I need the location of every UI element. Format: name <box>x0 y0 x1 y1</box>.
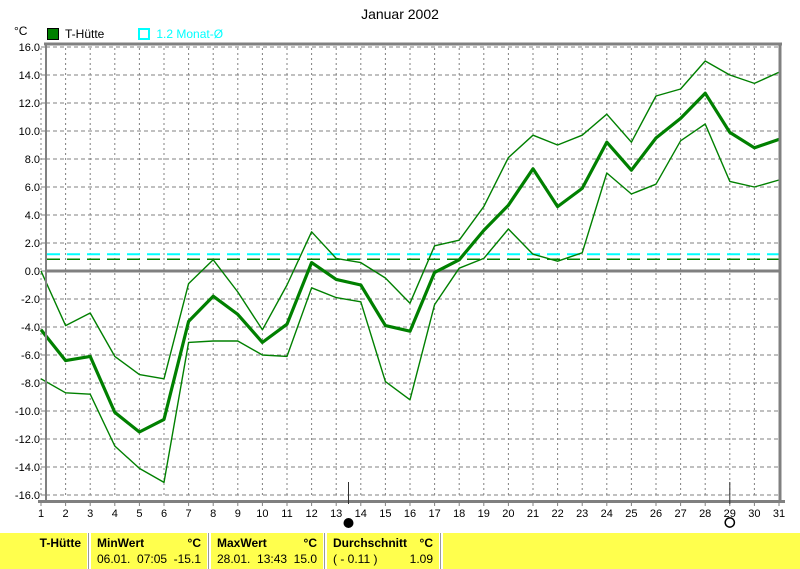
x-tick-label: 5 <box>136 508 142 520</box>
x-tick-label: 14 <box>355 508 367 520</box>
y-tick-label: -4.0 <box>21 322 40 334</box>
maxwert-timestamp: 28.01. 13:43 <box>217 552 288 566</box>
green-filled-square-icon <box>47 28 59 40</box>
full-moon-icon <box>724 517 736 528</box>
x-tick-label: 8 <box>210 508 216 520</box>
y-tick-label: 2.0 <box>25 238 40 250</box>
series-daily-mean <box>39 91 780 434</box>
x-tick-label: 9 <box>235 508 241 520</box>
x-tick-label: 13 <box>330 508 342 520</box>
y-tick-label: 6.0 <box>25 182 40 194</box>
y-tick-label: -2.0 <box>21 294 40 306</box>
y-tick-label: -16.0 <box>15 490 40 502</box>
x-tick-label: 24 <box>601 508 613 520</box>
statusbar-separator <box>208 533 209 569</box>
y-tick-label: 10.0 <box>19 126 40 138</box>
statusbar-separator <box>324 533 325 569</box>
statusbar-cell-sensor: T-Hütte <box>0 533 87 569</box>
x-tick-label: 10 <box>256 508 268 520</box>
gridlines-horizontal: 16.0 14.0 12.0 10.0 8.0 6.0 4.0 2.0 0.0 -2.0 -4.0 -… <box>15 42 781 502</box>
x-tick-label: 22 <box>551 508 563 520</box>
statusbar-separator <box>88 533 89 569</box>
statusbar-cell-minwert: MinWert °C 06.01. 07:05 -15.1 <box>91 533 207 569</box>
x-tick-label: 30 <box>748 508 760 520</box>
statusbar-cell-maxwert: MaxWert °C 28.01. 13:43 15.0 <box>211 533 323 569</box>
plot-border <box>38 42 785 503</box>
minwert-unit: °C <box>187 536 201 550</box>
x-tick-label: 16 <box>404 508 416 520</box>
y-tick-label: 14.0 <box>19 70 40 82</box>
minwert-title: MinWert <box>97 536 145 550</box>
legend-item-monat-avg[interactable]: 1.2 Monat-Ø <box>138 27 223 41</box>
sensor-name: T-Hütte <box>39 536 81 550</box>
x-tick-label: 3 <box>87 508 93 520</box>
legend: T-Hütte 1.2 Monat-Ø <box>47 27 223 41</box>
series-daily-max <box>40 60 780 380</box>
maxwert-title: MaxWert <box>217 536 267 550</box>
x-tick-label: 21 <box>527 508 539 520</box>
statusbar-separator <box>440 533 441 569</box>
gridlines-vertical <box>40 48 780 498</box>
chart-title: Januar 2002 <box>361 6 439 22</box>
durchschnitt-title: Durchschnitt <box>333 536 408 550</box>
x-tick-label: 27 <box>674 508 686 520</box>
x-tick-label: 7 <box>186 508 192 520</box>
y-tick-label: 16.0 <box>19 42 40 54</box>
maxwert-unit: °C <box>303 536 317 550</box>
x-tick-label: 20 <box>502 508 514 520</box>
x-tick-label: 15 <box>379 508 391 520</box>
y-tick-label: 4.0 <box>25 210 40 222</box>
x-tick-label: 19 <box>478 508 490 520</box>
x-tick-label: 18 <box>453 508 465 520</box>
y-tick-label: -14.0 <box>15 462 40 474</box>
x-axis: 1 2 3 4 5 6 7 8 9 10 11 12 13 14 15 16 17 18 19 20 21 22 23 24 2… <box>38 500 785 520</box>
cyan-outline-square-icon <box>138 28 151 40</box>
y-tick-label: 8.0 <box>25 154 40 166</box>
x-tick-label: 6 <box>161 508 167 520</box>
temperature-chart[interactable]: 16.0 14.0 12.0 10.0 8.0 6.0 4.0 2.0 0.0 -2.0 -4.0 -… <box>0 0 800 533</box>
durchschnitt-reading: 1.09 <box>409 552 433 566</box>
series-daily-min <box>40 123 780 484</box>
durchschnitt-deviation: ( - 0.11 ) <box>333 552 378 566</box>
x-tick-label: 26 <box>650 508 662 520</box>
minwert-timestamp: 06.01. 07:05 <box>97 552 168 566</box>
y-tick-label: 0.0 <box>25 266 40 278</box>
y-axis-unit-label: °C <box>14 24 28 38</box>
legend-label: 1.2 Monat-Ø <box>156 27 224 41</box>
x-tick-label: 4 <box>112 508 118 520</box>
minwert-reading: -15.1 <box>173 552 201 566</box>
x-tick-label: 29 <box>724 508 736 520</box>
maxwert-reading: 15.0 <box>293 552 317 566</box>
legend-label: T-Hütte <box>65 27 105 41</box>
y-tick-label: -6.0 <box>21 350 40 362</box>
x-tick-label: 23 <box>576 508 588 520</box>
new-moon-icon <box>343 518 354 528</box>
x-tick-label: 12 <box>305 508 317 520</box>
x-tick-label: 2 <box>63 508 69 520</box>
statusbar: T-Hütte MinWert °C 06.01. 07:05 -15.1 Ma… <box>0 533 800 569</box>
x-tick-label: 11 <box>281 508 292 520</box>
legend-item-t-huette[interactable]: T-Hütte <box>47 27 104 41</box>
x-tick-label: 31 <box>773 508 785 520</box>
statusbar-cell-empty <box>443 533 800 569</box>
x-tick-label: 17 <box>428 508 440 520</box>
statusbar-cell-durchschnitt: Durchschnitt °C ( - 0.11 ) 1.09 <box>327 533 439 569</box>
y-tick-label: 12.0 <box>19 98 40 110</box>
durchschnitt-unit: °C <box>419 536 433 550</box>
x-tick-label: 1 <box>38 508 44 520</box>
y-tick-label: -12.0 <box>15 434 40 446</box>
y-tick-label: -10.0 <box>15 406 40 418</box>
y-tick-label: -8.0 <box>21 378 40 390</box>
x-tick-label: 25 <box>625 508 637 520</box>
x-tick-label: 28 <box>699 508 711 520</box>
